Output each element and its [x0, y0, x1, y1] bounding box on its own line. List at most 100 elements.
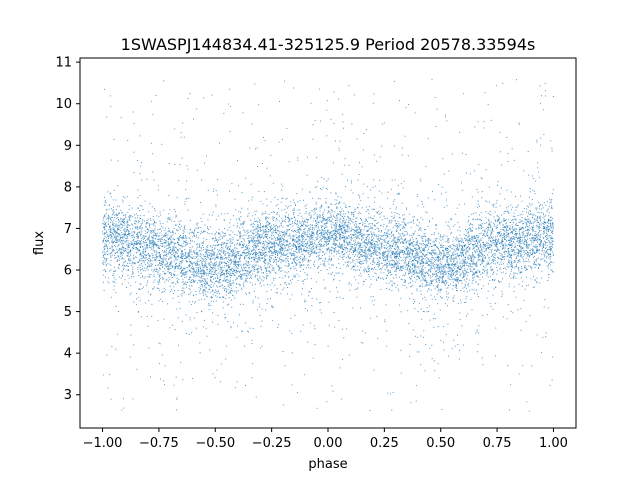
data-point — [549, 219, 551, 221]
data-point — [293, 258, 295, 260]
data-point — [221, 213, 223, 215]
data-point — [297, 252, 299, 254]
data-point — [292, 234, 294, 236]
data-point — [241, 222, 243, 224]
data-point — [334, 245, 336, 247]
data-point — [162, 300, 163, 302]
data-point — [188, 254, 190, 256]
data-point — [514, 196, 516, 198]
data-point — [309, 291, 311, 293]
data-point — [471, 256, 473, 258]
data-point — [353, 251, 355, 253]
data-point — [253, 270, 255, 272]
data-point — [150, 293, 152, 295]
data-point — [226, 243, 227, 245]
data-point — [527, 229, 529, 231]
data-point — [272, 255, 274, 257]
data-point — [330, 213, 332, 215]
data-point — [380, 289, 382, 290]
data-point — [214, 261, 216, 263]
data-point — [271, 252, 273, 254]
data-point — [539, 223, 541, 225]
data-point — [548, 240, 550, 242]
data-point — [399, 262, 401, 264]
data-point — [491, 241, 492, 243]
data-point — [146, 220, 148, 221]
data-point — [219, 276, 221, 278]
data-point — [153, 276, 155, 278]
data-point — [350, 230, 352, 232]
data-point — [414, 258, 416, 260]
data-point — [465, 235, 467, 236]
data-point — [156, 252, 158, 254]
data-point — [547, 237, 549, 239]
data-point — [429, 282, 431, 284]
data-point — [261, 234, 263, 236]
data-point — [284, 230, 286, 232]
data-point — [303, 223, 305, 225]
data-point — [472, 280, 474, 282]
data-point — [200, 227, 202, 228]
data-point — [376, 227, 378, 229]
data-point — [455, 287, 457, 289]
data-point — [107, 235, 109, 237]
data-point — [284, 275, 286, 277]
data-point — [505, 273, 507, 275]
data-point — [198, 273, 200, 275]
data-point — [285, 212, 287, 213]
data-point — [137, 235, 139, 237]
data-point — [484, 257, 486, 259]
data-point — [315, 226, 317, 228]
data-point — [252, 237, 254, 239]
data-point — [465, 239, 467, 241]
data-point — [396, 261, 398, 263]
data-point — [387, 270, 389, 272]
data-point — [220, 257, 222, 259]
data-point — [191, 251, 193, 253]
data-point — [472, 274, 473, 276]
data-point — [533, 218, 535, 220]
data-point — [469, 254, 471, 256]
data-point — [345, 257, 347, 259]
data-point — [458, 268, 460, 270]
data-point — [383, 215, 385, 217]
data-point — [271, 239, 273, 240]
data-point — [413, 259, 415, 261]
data-point — [505, 268, 507, 270]
data-point — [526, 253, 527, 255]
data-point — [383, 251, 385, 253]
data-point — [449, 259, 451, 261]
data-point — [365, 269, 367, 270]
data-point — [389, 233, 391, 235]
data-point — [349, 223, 351, 225]
data-point — [532, 175, 533, 177]
data-point — [141, 258, 143, 260]
data-point — [198, 299, 200, 301]
data-point — [109, 204, 111, 206]
data-point — [141, 227, 143, 229]
data-point — [519, 234, 521, 236]
data-point — [235, 261, 237, 263]
data-point — [481, 261, 483, 263]
data-point — [457, 238, 459, 240]
data-point — [151, 100, 153, 102]
data-point — [447, 323, 449, 325]
data-point — [517, 204, 519, 206]
data-point — [314, 187, 316, 188]
data-point — [274, 284, 276, 286]
data-point — [290, 253, 292, 255]
data-point — [123, 250, 125, 252]
data-point — [305, 207, 307, 209]
data-point — [449, 245, 451, 247]
data-point — [510, 310, 512, 312]
data-point — [208, 250, 210, 251]
data-point — [115, 305, 117, 307]
data-point — [137, 236, 139, 238]
data-point — [282, 244, 284, 245]
data-point — [170, 251, 172, 253]
data-point — [103, 229, 105, 231]
data-point — [494, 249, 495, 251]
data-point — [510, 245, 512, 247]
data-point — [368, 267, 370, 269]
data-point — [452, 278, 454, 280]
